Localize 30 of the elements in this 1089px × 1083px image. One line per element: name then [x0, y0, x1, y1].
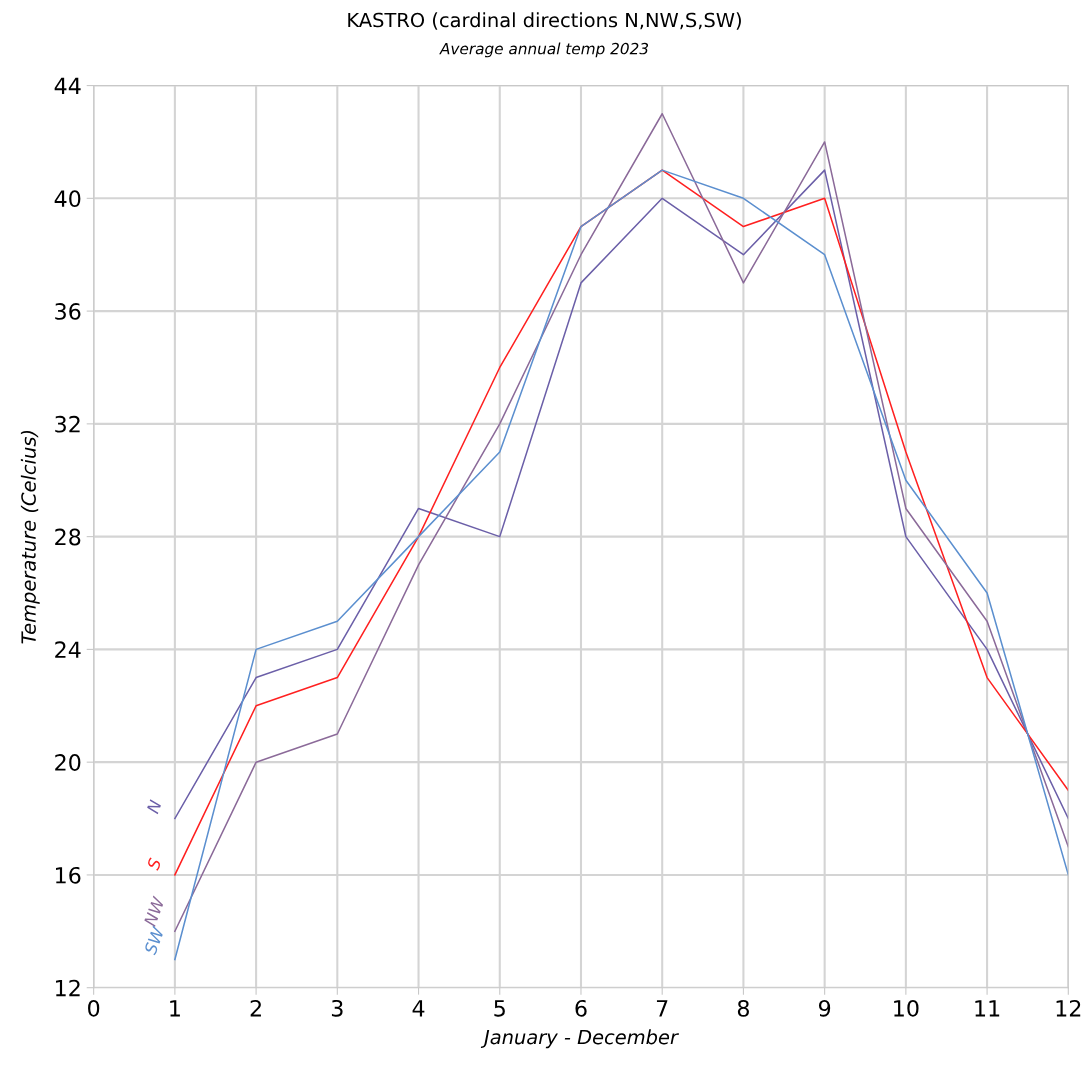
x-tick-label: 2 — [250, 999, 261, 1017]
x-tick-label: 6 — [575, 999, 587, 1017]
y-tick-label: 12 — [56, 979, 80, 997]
text: NW — [143, 895, 165, 927]
x-axis-title: January - December — [480, 1029, 679, 1049]
x-tick-label: 10 — [894, 999, 919, 1017]
chart-subtitle: Average annual temp 2023 — [439, 42, 649, 58]
x-tick-label: 11 — [975, 1000, 1000, 1017]
text: N — [146, 799, 162, 815]
x-tick-label: 12 — [1056, 999, 1081, 1017]
y-tick-label: 44 — [54, 77, 81, 94]
x-tick-label: 1 — [170, 1000, 180, 1017]
y-tick-label: 20 — [55, 754, 81, 771]
text: SW — [143, 925, 165, 956]
y-tick-label: 40 — [54, 190, 81, 208]
x-tick-label: 4 — [412, 1000, 425, 1017]
x-tick-label: 3 — [331, 999, 343, 1017]
x-tick-label: 0 — [88, 999, 100, 1017]
x-tick-label: 9 — [818, 999, 831, 1017]
text: S — [146, 857, 162, 871]
y-tick-label: 28 — [55, 528, 81, 546]
y-tick-label: 36 — [55, 303, 81, 320]
x-tick-label: 5 — [494, 1000, 505, 1017]
chart-title: KASTRO (cardinal directions N,NW,S,SW) — [348, 12, 741, 30]
y-tick-label: 16 — [56, 866, 81, 884]
x-tick-label: 8 — [737, 999, 749, 1017]
x-tick-label: 7 — [656, 1000, 668, 1017]
y-tick-label: 24 — [55, 641, 81, 658]
y-axis-title: Temperature (Celcius) — [20, 430, 40, 644]
y-tick-label: 32 — [55, 415, 80, 433]
